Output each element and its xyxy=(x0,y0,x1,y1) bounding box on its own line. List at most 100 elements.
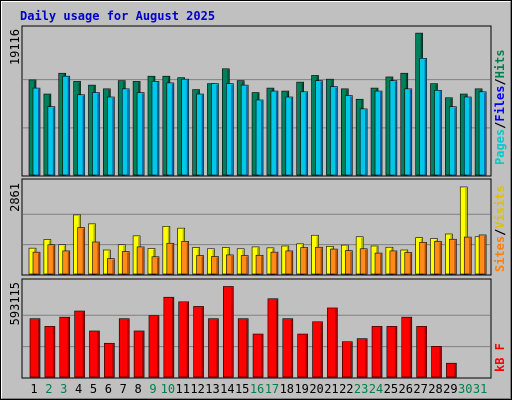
x-axis-labels: 1 2 3 4 5 6 7 8 9 10 11 12 13 14 15 16 17 18 19 20 21 22 23 24 2… xyxy=(30,382,487,396)
sites-bar xyxy=(32,251,41,275)
legend-bot: kB F xyxy=(493,343,507,372)
legend-sep: / xyxy=(493,229,507,236)
sites-bar xyxy=(181,241,190,275)
legend-pages: Pages xyxy=(493,129,507,165)
files-bar xyxy=(404,88,413,176)
files-bar xyxy=(166,82,175,176)
kbytes-bar xyxy=(356,338,368,378)
day-label: 1 xyxy=(30,382,37,396)
kbytes-bar xyxy=(341,341,353,378)
files-bar xyxy=(359,108,368,176)
sites-bar xyxy=(270,251,279,275)
kbytes-bar xyxy=(44,326,56,378)
sites-bar xyxy=(255,254,264,275)
legend-visits: Visits xyxy=(493,185,507,228)
day-label: 13 xyxy=(205,382,219,396)
day-label: 8 xyxy=(134,382,141,396)
day-label: 31 xyxy=(473,382,487,396)
files-bar xyxy=(389,80,398,176)
files-bar xyxy=(315,80,323,176)
sites-bar xyxy=(151,256,160,275)
ymax-kbytes-label: 593115 xyxy=(8,282,22,325)
kbytes-bar xyxy=(59,316,71,378)
legend-sep: / xyxy=(493,78,507,85)
files-bar xyxy=(463,96,472,176)
kbytes-bar xyxy=(371,326,383,378)
day-label: 9 xyxy=(149,382,156,396)
kbytes-bar xyxy=(327,307,338,378)
kbytes-bar xyxy=(282,318,294,378)
day-label: 30 xyxy=(458,382,472,396)
day-label: 4 xyxy=(75,382,82,396)
chart-title: Daily usage for August 2025 xyxy=(20,9,216,23)
sites-bar xyxy=(240,255,249,275)
files-bar xyxy=(419,58,427,176)
kbytes-bar xyxy=(29,318,41,378)
kbytes-bar xyxy=(193,306,204,378)
ymax-hits-label: 19116 xyxy=(8,29,22,65)
sites-bar xyxy=(285,250,294,275)
files-bar xyxy=(226,83,234,176)
sites-bar xyxy=(344,250,353,275)
files-bar xyxy=(92,92,100,176)
sites-bar xyxy=(359,248,368,275)
sites-bar xyxy=(92,241,100,275)
files-bar xyxy=(151,81,160,176)
sites-bar xyxy=(77,227,85,275)
sites-bar xyxy=(389,250,398,275)
sites-bar xyxy=(211,256,219,275)
kbytes-bar xyxy=(74,310,85,378)
sites-bar xyxy=(404,252,413,275)
legend-files: Files xyxy=(493,86,507,122)
kbytes-bar xyxy=(267,298,279,378)
files-bar xyxy=(77,94,85,176)
legend-sep: / xyxy=(493,122,507,129)
legend-mid: Sites/Visits xyxy=(493,185,507,272)
kbytes-bar xyxy=(401,316,413,378)
kbytes-bar xyxy=(312,321,323,378)
legend-top: Pages/Files/Hits xyxy=(493,49,507,165)
day-label: 11 xyxy=(175,382,189,396)
files-bar xyxy=(270,90,279,176)
sites-bar xyxy=(374,252,383,275)
kbytes-bar xyxy=(208,318,219,378)
day-label: 5 xyxy=(90,382,97,396)
day-label: 24 xyxy=(369,382,383,396)
day-label: 17 xyxy=(265,382,279,396)
legend-kbf: kB F xyxy=(493,343,507,372)
sites-bar xyxy=(107,258,115,275)
sites-bar xyxy=(196,255,204,275)
sites-bar xyxy=(166,242,175,275)
sites-bar xyxy=(62,250,71,275)
day-label: 26 xyxy=(399,382,413,396)
day-label: 18 xyxy=(280,382,294,396)
sites-bar xyxy=(449,238,457,275)
files-bar xyxy=(62,75,71,176)
kbytes-bar xyxy=(148,315,160,378)
kbytes-bar xyxy=(118,318,130,378)
day-label: 6 xyxy=(105,382,112,396)
sites-bar xyxy=(478,234,487,275)
ymax-visits-label: 2861 xyxy=(8,183,22,212)
kbytes-bar xyxy=(237,318,249,378)
kbytes-bar xyxy=(104,342,115,378)
files-bar xyxy=(478,91,487,176)
day-label: 21 xyxy=(324,382,338,396)
kbytes-bar xyxy=(431,346,442,378)
files-bar xyxy=(374,90,383,176)
day-label: 23 xyxy=(354,382,368,396)
sites-bar xyxy=(434,241,442,275)
day-label: 3 xyxy=(60,382,67,396)
day-label: 28 xyxy=(428,382,442,396)
files-bar xyxy=(330,86,338,176)
files-bar xyxy=(255,99,264,176)
sites-bar xyxy=(315,246,323,275)
files-bar xyxy=(196,93,204,176)
files-bar xyxy=(434,90,442,176)
files-bar xyxy=(136,92,145,176)
day-label: 25 xyxy=(384,382,398,396)
visits-bar xyxy=(459,186,468,275)
kbytes-bar xyxy=(163,296,175,378)
kbytes-bar xyxy=(223,286,234,378)
files-bar xyxy=(107,96,115,176)
